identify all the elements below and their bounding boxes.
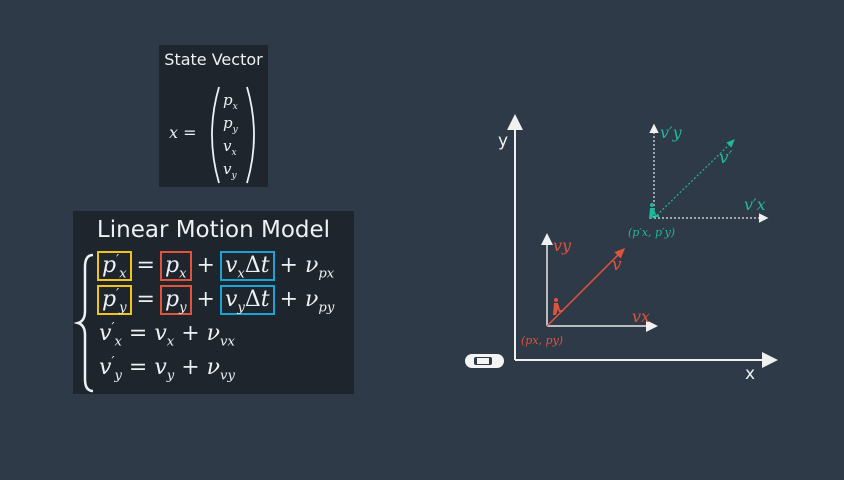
state-vector-title: State Vector	[164, 50, 263, 69]
state-vector-entry: py	[223, 114, 238, 135]
highlighted-term: vxΔt	[219, 251, 275, 281]
equation-row: p′y = py + vyΔt + νpy	[97, 285, 339, 315]
right-paren	[246, 86, 255, 184]
predicted-position-label: (p′x, p′y)	[628, 226, 675, 239]
highlighted-term: px	[159, 251, 192, 281]
vector-parentheses	[211, 86, 255, 184]
equation-term: +	[181, 321, 200, 346]
equation-term: =	[128, 321, 148, 346]
equation-term: +	[279, 287, 299, 312]
motion-model-title: Linear Motion Model	[96, 217, 331, 243]
equation-term: =	[136, 253, 155, 278]
equation-term: +	[196, 287, 215, 312]
state-vector-entry: vy	[223, 160, 237, 181]
state-vector-entry: px	[223, 91, 238, 112]
equation-term: vx	[154, 321, 175, 350]
predicted-velocity-vector	[653, 139, 735, 219]
equation-term: νvy	[206, 355, 235, 384]
equation-term: +	[196, 253, 215, 278]
highlighted-term: p′x	[97, 251, 132, 281]
equation-row: v′x = vx + νvx	[97, 319, 240, 349]
current-vx-label: vx	[632, 307, 650, 326]
current-position-label: (px, py)	[521, 334, 563, 347]
equation-term: νpy	[305, 287, 335, 316]
equation-row: v′y = vy + νvy	[97, 353, 240, 383]
equation-term: v′y	[99, 354, 122, 384]
state-vector-lhs: x =	[169, 123, 197, 142]
highlighted-term: p′y	[97, 285, 132, 315]
state-vector-entry: vx	[223, 137, 237, 158]
highlighted-term: vyΔt	[219, 285, 275, 315]
highlighted-term: py	[159, 285, 192, 315]
car-icon	[465, 354, 504, 368]
y-axis-label: y	[498, 131, 508, 151]
equation-row: p′x = px + vxΔt + νpx	[97, 251, 339, 281]
equation-term: vy	[154, 355, 175, 384]
equation-term: +	[181, 355, 200, 380]
predicted-vx-label: v′x	[744, 195, 766, 214]
velocity-vector	[546, 247, 626, 327]
equation-term: =	[128, 355, 148, 380]
equation-term: v′x	[99, 320, 122, 350]
predicted-v-label: v′	[719, 148, 733, 168]
current-vy-label: vy	[553, 236, 572, 255]
x-axis-label: x	[745, 364, 755, 384]
predicted-vy-label: v′y	[660, 123, 683, 142]
predicted-pedestrian-icon	[649, 203, 659, 219]
current-v-label: v	[612, 255, 622, 275]
pedestrian-icon	[553, 298, 563, 315]
equation-term: =	[136, 287, 155, 312]
state-vector-entries: px py vx vy	[223, 89, 238, 181]
left-paren	[211, 86, 220, 184]
equation-term: +	[279, 253, 298, 278]
motion-model-panel: Linear Motion Model p′x = px + vxΔt + νpx p′y = p…	[73, 211, 354, 394]
curly-brace	[73, 253, 94, 393]
state-vector-panel: State Vector x = px py vx vy	[159, 45, 268, 187]
equation-term: νpx	[304, 253, 335, 282]
equation-term: νvx	[206, 321, 235, 350]
